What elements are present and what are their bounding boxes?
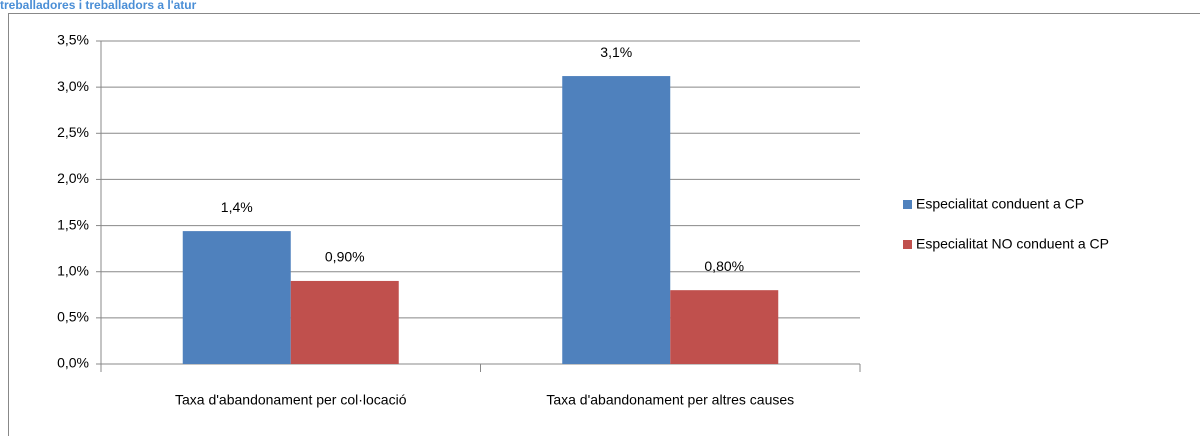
legend-label: Especialitat NO conduent a CP <box>916 236 1109 252</box>
value-label: 0,80% <box>704 258 744 274</box>
legend-swatch <box>903 200 912 209</box>
bar <box>290 280 399 364</box>
bar <box>562 76 671 364</box>
value-label: 1,4% <box>221 199 253 215</box>
x-tick-label: Taxa d'abandonament per col·locació <box>175 392 407 408</box>
chart-title: treballadores i treballadors a l'atur <box>0 0 197 12</box>
y-tick-label: 3,5% <box>57 32 89 48</box>
legend-swatch <box>903 240 912 249</box>
bar <box>670 290 779 364</box>
y-tick-label: 2,5% <box>57 124 89 140</box>
y-tick-label: 3,0% <box>57 78 89 94</box>
y-tick-label: 0,0% <box>57 355 89 371</box>
y-tick-label: 1,0% <box>57 262 89 278</box>
y-tick-label: 1,5% <box>57 216 89 232</box>
value-label: 3,1% <box>600 44 632 60</box>
x-tick-label: Taxa d'abandonament per altres causes <box>546 392 794 408</box>
bar <box>182 231 291 364</box>
value-label: 0,90% <box>325 249 365 265</box>
y-tick-label: 0,5% <box>57 309 89 325</box>
y-tick-label: 2,0% <box>57 170 89 186</box>
legend-label: Especialitat conduent a CP <box>916 196 1084 212</box>
